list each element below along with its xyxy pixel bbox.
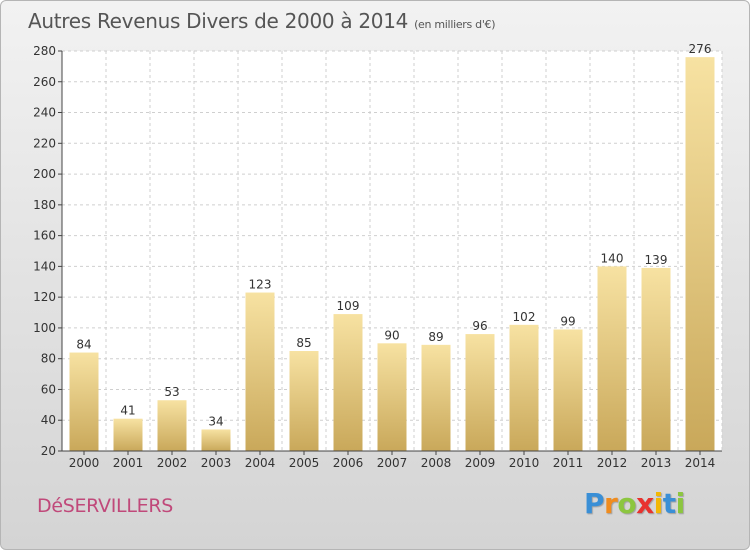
data-label: 53: [164, 385, 179, 399]
x-tick-label: 2011: [553, 456, 584, 470]
data-label: 85: [296, 336, 311, 350]
brand-letter: i: [653, 487, 664, 520]
y-tick-label: 80: [41, 352, 56, 366]
y-tick-label: 240: [33, 106, 56, 120]
x-tick-label: 2013: [641, 456, 672, 470]
bar-2014: [685, 57, 715, 452]
bar-2013: [641, 267, 671, 451]
x-tick-label: 2005: [289, 456, 320, 470]
labels: 20 40 60 80 100 120 140 160 180 200 220 240 260 280 84…: [33, 42, 715, 470]
y-tick-label: 260: [33, 75, 56, 89]
y-tick-label: 140: [33, 259, 56, 273]
data-label: 123: [249, 278, 272, 292]
data-label: 89: [428, 330, 443, 344]
data-label: 96: [472, 319, 487, 333]
y-tick-label: 220: [33, 136, 56, 150]
brand-letter: i: [675, 487, 686, 520]
bar-2003: [201, 429, 231, 451]
bar-2011: [553, 329, 583, 451]
bar-2001: [113, 418, 143, 451]
data-label: 41: [120, 404, 135, 418]
x-tick-label: 2012: [597, 456, 628, 470]
bar-2008: [421, 344, 451, 451]
chart-title-text: Autres Revenus Divers de 2000 à 2014: [28, 9, 409, 33]
bar-2012: [597, 266, 627, 451]
bar-2000: [69, 352, 99, 451]
data-label: 109: [337, 299, 360, 313]
bar-2010: [509, 324, 539, 451]
y-tick-label: 60: [41, 382, 56, 396]
y-tick-label: 100: [33, 321, 56, 335]
x-tick-label: 2014: [685, 456, 716, 470]
y-tick-label: 160: [33, 229, 56, 243]
brand-letter: o: [617, 487, 637, 520]
y-tick-label: 280: [33, 44, 56, 58]
commune-name: DéSERVILLERS: [37, 495, 173, 517]
bar-2007: [377, 343, 407, 451]
x-tick-label: 2000: [69, 456, 100, 470]
x-tick-label: 2002: [157, 456, 188, 470]
brand-letter: P: [584, 487, 605, 520]
data-label: 140: [601, 251, 624, 265]
y-tick-label: 20: [41, 444, 56, 458]
data-label: 99: [560, 314, 575, 328]
x-tick-label: 2003: [201, 456, 232, 470]
axes: [58, 50, 722, 455]
y-tick-label: 180: [33, 198, 56, 212]
chart-title: Autres Revenus Divers de 2000 à 2014 (en …: [28, 9, 496, 33]
bar-2009: [465, 334, 495, 451]
bar-2006: [333, 314, 363, 451]
brand-letter: t: [662, 487, 676, 520]
proxiti-logo[interactable]: Proxiti: [584, 487, 685, 520]
y-tick-label: 200: [33, 167, 56, 181]
x-tick-label: 2001: [113, 456, 144, 470]
data-label: 102: [513, 310, 536, 324]
y-tick-label: 120: [33, 290, 56, 304]
brand-letter: x: [636, 487, 654, 520]
y-tick-label: 40: [41, 413, 56, 427]
x-tick-label: 2010: [509, 456, 540, 470]
brand-letter: r: [604, 487, 618, 520]
data-label: 84: [76, 338, 91, 352]
data-label: 34: [208, 414, 223, 428]
chart-unit: (en milliers d'€): [414, 18, 496, 31]
data-label: 276: [689, 42, 712, 56]
bar-2005: [289, 351, 319, 451]
x-tick-label: 2009: [465, 456, 496, 470]
x-tick-label: 2008: [421, 456, 452, 470]
bar-2002: [157, 400, 187, 451]
x-tick-label: 2007: [377, 456, 408, 470]
x-tick-label: 2004: [245, 456, 276, 470]
x-tick-label: 2006: [333, 456, 364, 470]
bars: [69, 57, 715, 452]
data-label: 139: [645, 253, 668, 267]
bar-2004: [245, 292, 275, 451]
data-label: 90: [384, 328, 399, 342]
